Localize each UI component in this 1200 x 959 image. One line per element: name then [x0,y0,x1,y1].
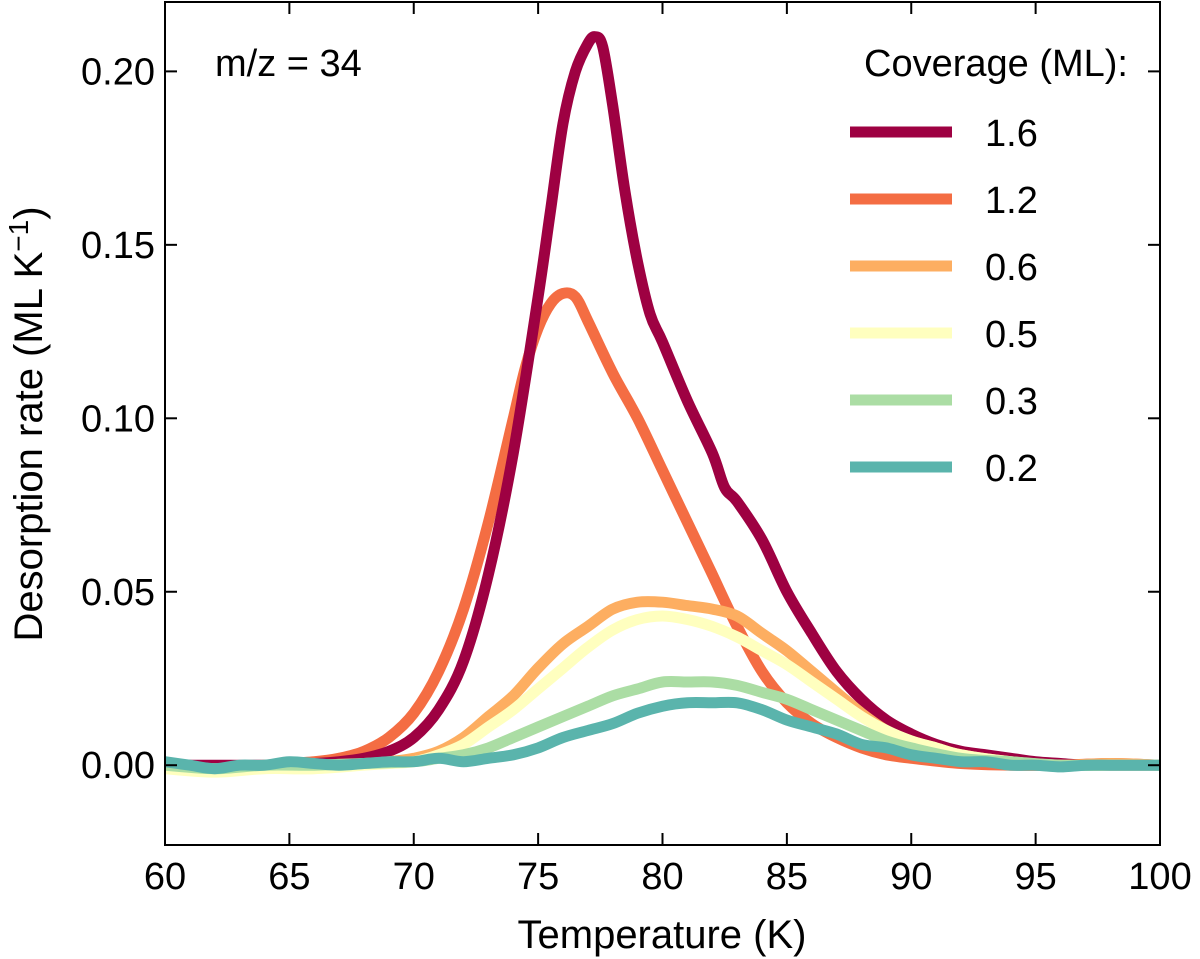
y-axis-label-close: ) [7,206,51,219]
y-axis-label-superscript: −1 [3,220,34,252]
series-layer [165,31,1160,778]
y-tick-label: 0.00 [81,745,155,787]
x-tick-label: 85 [766,856,808,898]
x-tick-label: 90 [890,856,932,898]
y-axis-label-main: Desorption rate (ML K [7,251,51,641]
series-line-0.2 [165,696,1160,775]
series-line-1.2 [165,287,1160,775]
legend-label: 0.6 [985,247,1038,289]
y-tick-label: 0.20 [81,51,155,93]
x-tick-label: 70 [393,856,435,898]
x-tick-label: 60 [144,856,186,898]
mass-annotation: m/z = 34 [215,43,362,85]
legend-label: 1.6 [985,113,1038,155]
y-tick-label: 0.10 [81,398,155,440]
ticks-layer: 60 65 70 75 80 85 90 95 100 0.00 0.05 0.10 0.15 0.20 [81,2,1192,898]
legend-title: Coverage (ML): [864,43,1128,85]
series-line-0.5 [165,610,1160,778]
y-tick-label: 0.15 [81,225,155,267]
x-axis-label: Temperature (K) [518,913,807,957]
legend-label: 0.3 [985,381,1038,423]
legend-label: 0.2 [985,448,1038,490]
x-tick-label: 95 [1014,856,1056,898]
legend-label: 1.2 [985,180,1038,222]
x-tick-label: 75 [517,856,559,898]
legend: Coverage (ML): 1.6 1.2 0.6 0.5 0.3 0.2 [850,43,1128,490]
x-tick-label: 80 [641,856,683,898]
x-tick-label: 100 [1128,856,1191,898]
y-tick-label: 0.05 [81,572,155,614]
y-axis-label: Desorption rate (ML K−1) [3,206,51,641]
legend-label: 0.5 [985,314,1038,356]
x-tick-label: 65 [268,856,310,898]
